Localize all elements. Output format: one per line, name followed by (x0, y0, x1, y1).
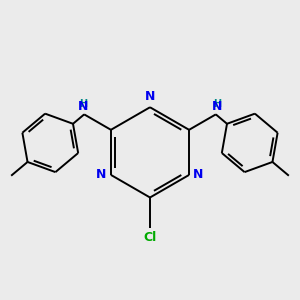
Text: N: N (193, 168, 204, 182)
Text: N: N (212, 100, 222, 113)
Text: H: H (79, 99, 87, 109)
Text: H: H (213, 99, 221, 109)
Text: N: N (145, 90, 155, 103)
Text: Cl: Cl (143, 231, 157, 244)
Text: N: N (96, 168, 107, 182)
Text: N: N (78, 100, 88, 113)
